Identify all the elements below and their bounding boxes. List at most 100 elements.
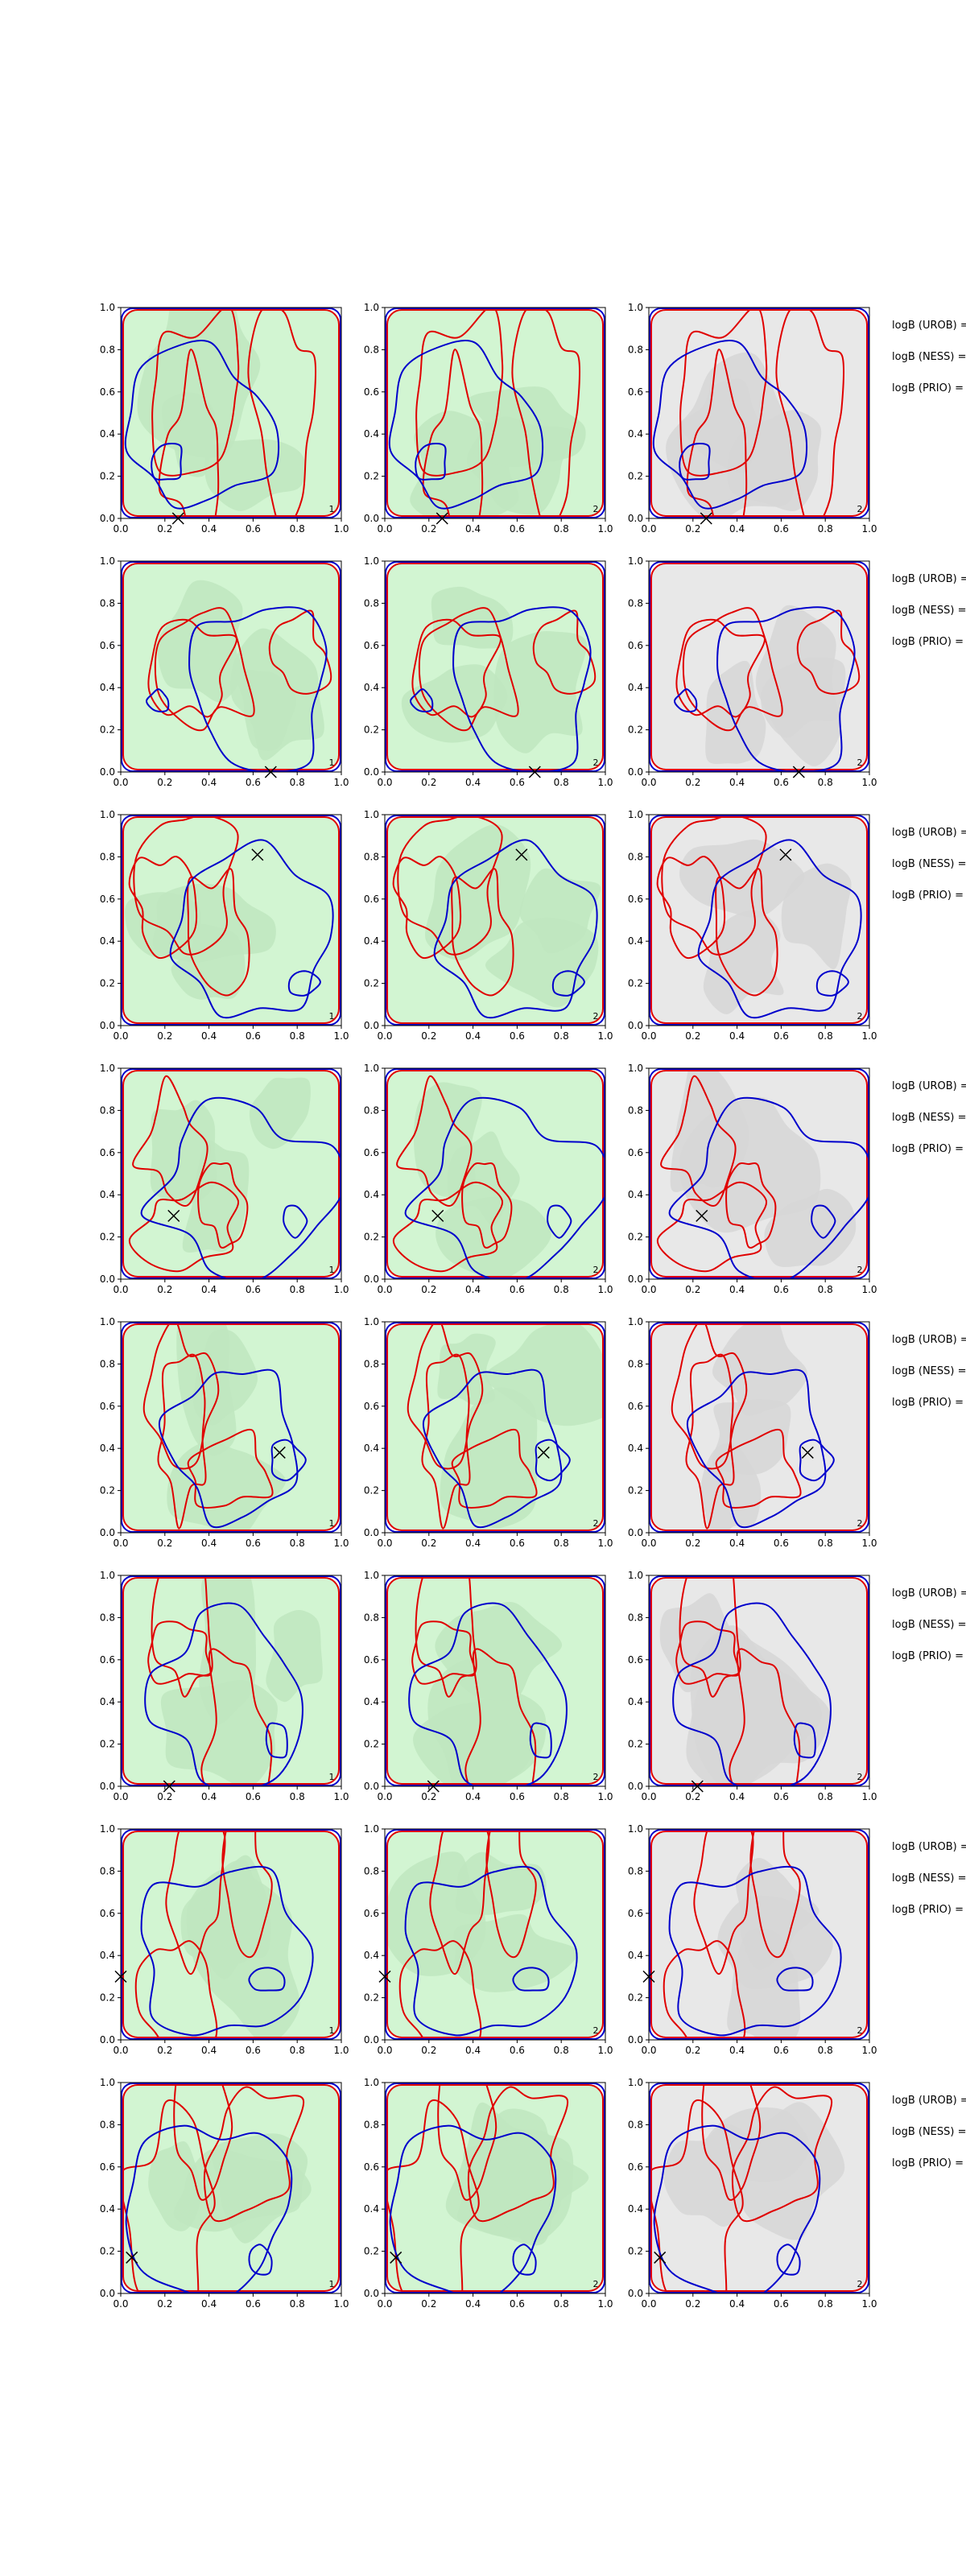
x-tick-label: 0.0 [377,1791,392,1802]
red-contour-line [715,1428,802,1509]
blue-contour-line [551,970,585,997]
axes-frame [384,307,606,519]
axes-frame [120,1828,342,2041]
red-contour-outer [650,1070,868,1278]
x-tick-label: 0.2 [421,777,436,788]
red-contour-outer [650,1577,868,1785]
contour-area [121,1829,341,2040]
x-tick-label: 0.8 [554,1538,569,1549]
panel-r5-c3: 2 0.00.0 0.2 0.2 0.4 0.4 0.6 0.6 0.8 0.8 1.0 1.0 [628,1316,877,1549]
y-tick-label: 0.6 [100,1654,115,1666]
panel-r2-c3: 2 0.00.0 0.2 0.2 0.4 0.4 0.6 0.6 0.8 0.8 1.0 1.0 [628,555,877,788]
y-tick-label: 1.0 [364,1570,379,1581]
y-tick-label: 0.6 [364,2161,379,2173]
y-tick-label: 1.0 [364,2077,379,2088]
panel-r1-c3: 2 0.00.0 0.2 0.2 0.4 0.4 0.6 0.6 0.8 0.8 1.0 1.0 [628,302,877,535]
y-tick-label: 1.0 [628,1316,643,1327]
panel-corner-label: 1 [329,2025,335,2036]
panel-r2-c1: 1 0.00.0 0.2 0.2 0.4 0.4 0.6 0.6 0.8 0.8 1.0 1.0 [100,555,349,788]
x-tick-label: 0.4 [729,1791,745,1802]
red-contour-line [725,1162,777,1249]
blue-contour-line [265,1722,288,1759]
x-tick-label: 0.8 [554,523,569,535]
logb-urob-label: logB (UROB) = [892,320,966,332]
y-tick-label: 1.0 [364,1823,379,1835]
logb-ness-label: logB (NESS) = [892,858,966,870]
y-tick-label: 0.4 [628,1950,643,1961]
red-contour-line [396,1075,473,1207]
red-contour-line [157,1353,207,1530]
y-tick-label: 0.6 [628,1401,643,1412]
x-tick-label: 0.4 [201,523,217,535]
contour-area [649,2083,869,2293]
x-tick-label: 0.4 [465,2298,481,2310]
x-tick-label: 1.0 [597,1030,613,1042]
contour-area [121,1322,341,1533]
blue-contour-line [287,970,321,997]
red-contour-line [411,618,502,718]
x-tick-label: 0.2 [421,1284,436,1295]
red-contour-line [429,1829,490,1975]
logb-ness-label: logB (NESS) = [892,1112,966,1124]
filled-contour-region [781,863,852,970]
blue-contour-line [188,606,328,772]
y-tick-label: 0.8 [628,597,643,609]
y-tick-label: 0.8 [100,1104,115,1116]
panel-corner-label: 2 [857,504,863,514]
blue-contour-outer [649,815,869,1026]
panel-r3-c3: 2 0.00.0 0.2 0.2 0.4 0.4 0.6 0.6 0.8 0.8 1.0 1.0 [628,809,877,1042]
y-tick-label: 0.6 [628,894,643,905]
panel-r7-c1: 1 0.00.0 0.2 0.2 0.4 0.4 0.6 0.6 0.8 0.8 1.0 1.0 [100,1823,349,2056]
red-contour-line [134,1940,218,2040]
blue-contour-line [686,1368,827,1529]
blue-contour-outer [385,1829,605,2040]
x-tick-label: 1.0 [597,1538,613,1549]
logb-prio-label: logB (PRIO) = [892,636,964,648]
marker-point [273,1446,286,1459]
panel-r3-c2: 2 0.00.0 0.2 0.2 0.4 0.4 0.6 0.6 0.8 0.8 1.0 1.0 [364,809,613,1042]
red-contour-line [392,1181,504,1273]
y-tick-label: 0.0 [364,766,379,778]
filled-contour-region [437,1333,496,1406]
y-tick-label: 0.0 [364,2034,379,2046]
red-contour-line [418,607,519,732]
y-tick-label: 0.0 [100,766,115,778]
y-tick-label: 1.0 [100,302,115,313]
panel-corner-label: 1 [329,1772,335,1782]
axes-frame [384,560,606,773]
y-tick-label: 0.6 [628,2161,643,2173]
y-tick-label: 0.6 [628,640,643,651]
x-tick-label: 0.8 [290,523,305,535]
y-tick-label: 0.0 [100,1020,115,1031]
x-tick-label: 0.8 [290,1538,305,1549]
blue-contour-line [248,1967,286,1992]
blue-contour-line [512,2244,537,2276]
contour-area [121,561,341,772]
x-tick-label: 0.8 [290,1791,305,1802]
panel-corner-label: 2 [857,1011,863,1022]
x-tick-label: 0.4 [729,1538,745,1549]
y-tick-label: 0.2 [628,471,643,482]
x-tick-label: 1.0 [333,523,349,535]
x-tick-label: 0.0 [377,777,392,788]
red-contour-line [165,1829,226,1975]
x-tick-label: 0.2 [685,1284,700,1295]
panel-corner-label: 2 [593,1518,599,1529]
x-tick-label: 0.8 [290,777,305,788]
y-tick-label: 0.8 [364,1104,379,1116]
panel-corner-label: 2 [593,1011,599,1022]
y-tick-label: 0.4 [100,1950,115,1961]
y-tick-label: 0.6 [364,1401,379,1412]
blue-contour-line [716,606,856,772]
y-tick-label: 1.0 [628,302,643,313]
panel-corner-label: 1 [329,2279,335,2289]
y-tick-label: 0.4 [364,428,379,440]
x-tick-label: 0.6 [774,1030,789,1042]
contour-area [385,1829,605,2040]
contour-area [649,308,869,518]
blue-contour-line [512,1967,550,1992]
x-tick-label: 0.8 [554,2298,569,2310]
panel-corner-label: 1 [329,1011,335,1022]
y-tick-label: 0.4 [100,682,115,693]
filled-contour-region [679,839,805,918]
